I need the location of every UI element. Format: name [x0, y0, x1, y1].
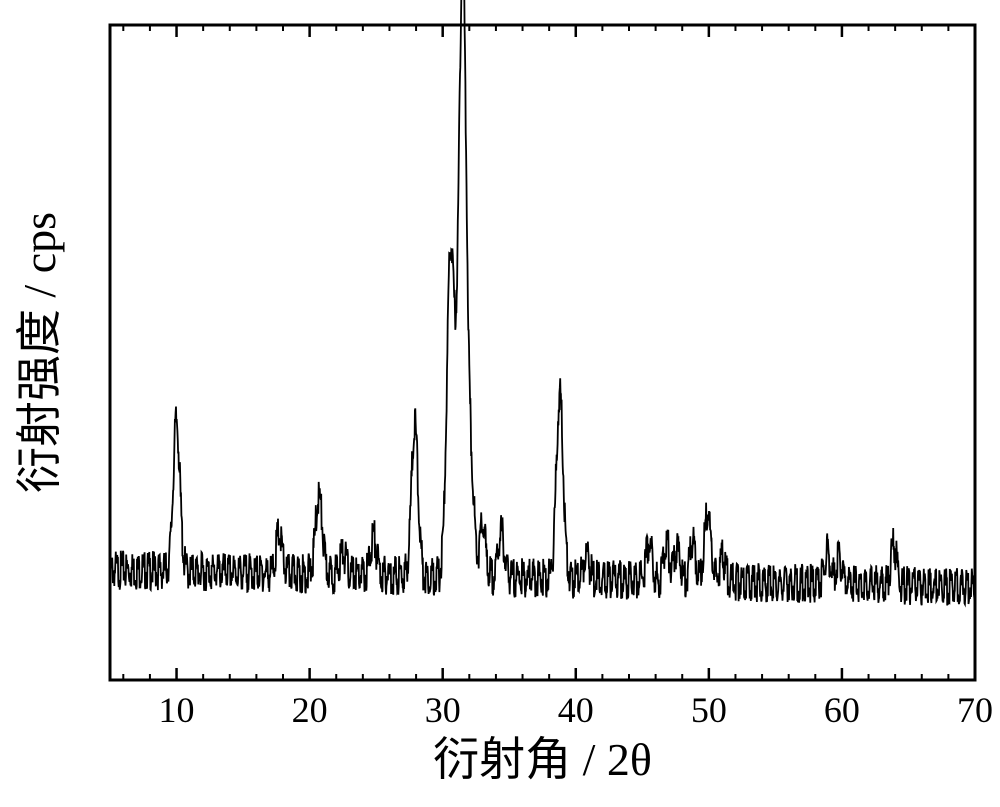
x-tick-label: 10	[159, 690, 195, 730]
x-tick-label: 60	[824, 690, 860, 730]
x-tick-label: 20	[292, 690, 328, 730]
x-tick-label: 50	[691, 690, 727, 730]
xrd-trace	[110, 0, 975, 606]
chart-svg: 10 20 30 40 50 60 70 衍射角 / 2θ 衍射强度 / cps	[0, 0, 1000, 802]
x-axis-label: 衍射角 / 2θ	[433, 734, 652, 785]
xrd-chart: 10 20 30 40 50 60 70 衍射角 / 2θ 衍射强度 / cps	[0, 0, 1000, 802]
x-tick-label: 70	[957, 690, 993, 730]
x-tick-label: 30	[425, 690, 461, 730]
x-tick-label: 40	[558, 690, 594, 730]
y-axis-label: 衍射强度 / cps	[14, 212, 65, 493]
